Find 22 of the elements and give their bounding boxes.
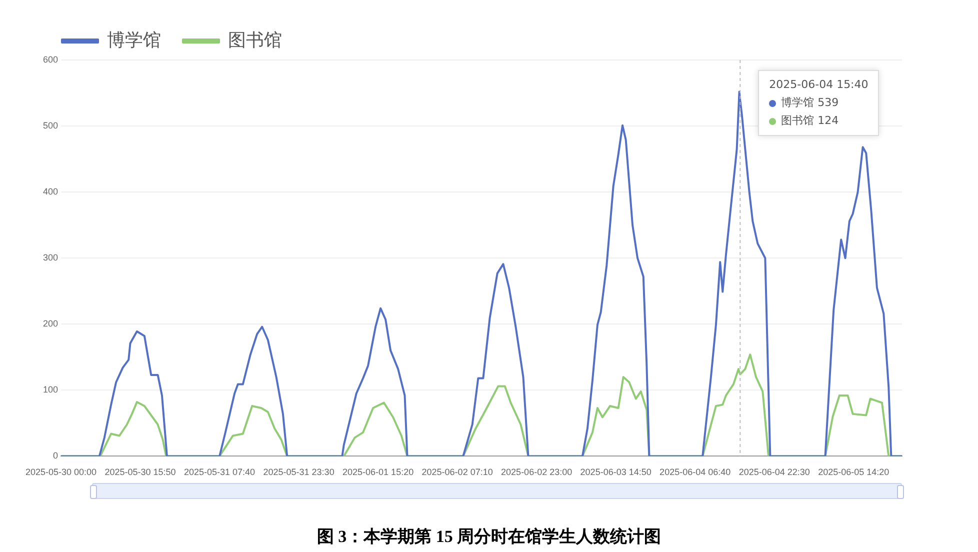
y-tick-label: 400: [42, 186, 58, 197]
y-tick-label: 600: [42, 54, 58, 64]
y-tick-label: 100: [42, 384, 58, 395]
legend-label: 图书馆: [228, 30, 282, 50]
x-tick-label: 2025-06-04 22:30: [738, 467, 810, 478]
annotation: 2025-06-04 15:40 博学馆 539 图书馆 124: [769, 77, 868, 130]
legend-label: 博学馆: [107, 30, 161, 50]
y-tick-label: 0: [53, 450, 58, 461]
x-tick-label: 2025-06-01 15:20: [342, 467, 414, 478]
text: 图 3：本学期第 15 周分时在馆学生人数统计图: [316, 526, 662, 548]
y-tick-label: 200: [42, 318, 58, 329]
x-tick-label: 2025-05-30 00:00: [25, 467, 97, 478]
x-tick-label: 2025-05-30 15:50: [104, 467, 176, 478]
y-tick-label: 500: [42, 120, 58, 131]
x-tick-label: 2025-06-02 07:10: [422, 467, 493, 478]
x-tick-label: 2025-06-02 23:00: [501, 467, 572, 478]
x-tick-label: 2025-06-03 14:50: [580, 467, 652, 478]
y-tick-label: 300: [42, 252, 58, 263]
x-tick-label: 2025-05-31 23:30: [263, 467, 334, 478]
x-tick-label: 2025-06-05 14:20: [818, 467, 890, 478]
x-tick-label: 2025-06-04 06:40: [660, 467, 731, 478]
x-tick-label: 2025-05-31 07:40: [184, 467, 256, 478]
